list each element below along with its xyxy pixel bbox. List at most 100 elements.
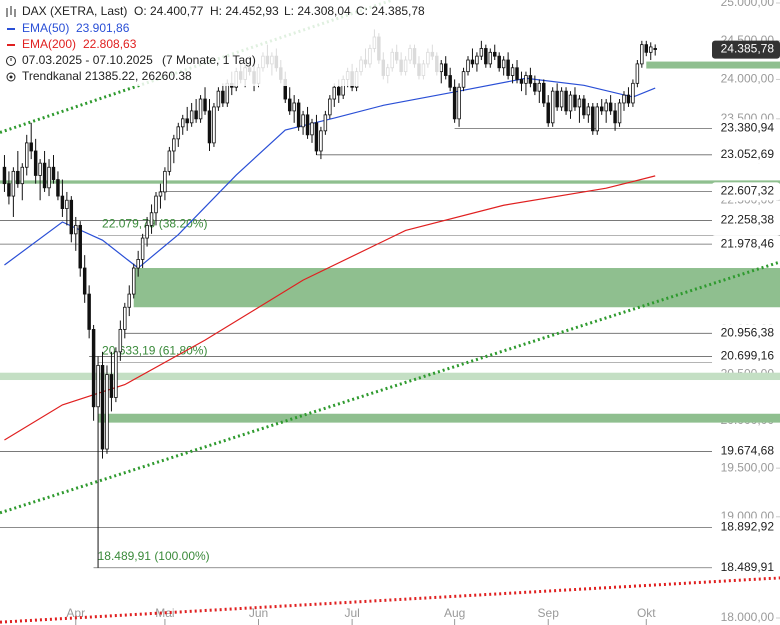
zone bbox=[0, 180, 780, 184]
candle-body bbox=[479, 48, 484, 57]
candle-body bbox=[114, 351, 118, 398]
candle-body bbox=[323, 114, 328, 132]
low: L: 24.308,04 bbox=[284, 4, 351, 18]
price-label: 23.380,94 bbox=[721, 121, 775, 135]
bars-icon bbox=[6, 6, 16, 17]
candle-body bbox=[653, 48, 657, 50]
close: C: 24.385,78 bbox=[356, 4, 425, 18]
candle-body bbox=[96, 365, 100, 408]
price-label: 22.607,32 bbox=[721, 184, 775, 198]
candle-body bbox=[109, 374, 114, 398]
candle-body bbox=[599, 106, 604, 112]
candle-body bbox=[140, 237, 145, 260]
x-tick-label: Jul bbox=[344, 606, 359, 620]
candle-body bbox=[60, 195, 65, 209]
candle-body bbox=[7, 183, 11, 197]
clock-icon bbox=[6, 56, 16, 66]
candle-body bbox=[546, 102, 550, 124]
candle-body bbox=[501, 59, 506, 69]
candle-body bbox=[622, 94, 626, 104]
candle-body bbox=[65, 199, 69, 209]
candle-body bbox=[475, 55, 479, 65]
candle-body bbox=[533, 82, 537, 92]
y-tick-label: 25.000,00 bbox=[721, 0, 775, 9]
candle-body bbox=[131, 267, 136, 295]
candle-body bbox=[118, 329, 123, 353]
candle-body bbox=[296, 102, 301, 128]
candle-body bbox=[163, 170, 167, 193]
legend-value: 23.901,86 bbox=[76, 21, 130, 35]
candle-body bbox=[167, 150, 172, 172]
ema-line bbox=[4, 175, 656, 441]
candle-body bbox=[332, 86, 337, 100]
candle-body bbox=[69, 199, 74, 235]
candle-body bbox=[461, 71, 466, 88]
trendline bbox=[0, 260, 780, 515]
candle-body bbox=[225, 82, 230, 104]
last-price-box bbox=[712, 40, 780, 59]
candle-body bbox=[515, 67, 519, 80]
candle-body bbox=[582, 98, 586, 116]
candle-body bbox=[310, 122, 314, 136]
legend: DAX (XETRA, Last) O: 24.400,77 H: 24.452… bbox=[0, 0, 440, 86]
candle-body bbox=[314, 122, 319, 152]
price-box bbox=[712, 119, 780, 138]
candle-body bbox=[608, 102, 613, 112]
candle-body bbox=[207, 110, 212, 144]
zone bbox=[98, 413, 780, 423]
candle-body bbox=[497, 55, 501, 69]
price-label: 20.956,38 bbox=[721, 325, 775, 339]
candle-body bbox=[127, 293, 131, 308]
instrument: DAX (XETRA, Last) bbox=[22, 4, 127, 18]
candle-body bbox=[568, 94, 573, 112]
legend-label: EMA(50) bbox=[22, 21, 69, 35]
period-note: (7 Monate, 1 Tag) bbox=[162, 53, 256, 67]
candle-body bbox=[519, 79, 524, 84]
candle-body bbox=[189, 110, 194, 124]
candle-body bbox=[466, 59, 470, 73]
price-box bbox=[712, 235, 780, 254]
candle-body bbox=[56, 179, 60, 197]
candle-body bbox=[301, 114, 305, 128]
price-label: 18.489,91 bbox=[721, 560, 775, 574]
zone bbox=[646, 61, 780, 69]
candle-body bbox=[550, 90, 555, 124]
ema-line bbox=[4, 77, 656, 269]
candle-body bbox=[617, 102, 622, 124]
candle-body bbox=[591, 106, 595, 132]
high: H: 24.452,93 bbox=[210, 4, 279, 18]
candle-body bbox=[51, 166, 56, 180]
candle-body bbox=[78, 224, 82, 269]
candle-body bbox=[74, 224, 78, 235]
candle-body bbox=[555, 90, 559, 108]
channel-icon bbox=[6, 72, 16, 82]
candle-body bbox=[216, 90, 221, 108]
price-box bbox=[712, 145, 780, 164]
candle-body bbox=[198, 98, 203, 120]
candle-body bbox=[586, 106, 591, 116]
channel-icon-dot bbox=[9, 75, 13, 79]
candle-body bbox=[443, 63, 448, 76]
candle-body bbox=[203, 98, 207, 112]
candle-body bbox=[185, 118, 189, 124]
trendline bbox=[0, 576, 780, 624]
x-tick-label: Sep bbox=[538, 606, 560, 620]
candle-body bbox=[149, 212, 154, 226]
candle-body bbox=[87, 293, 91, 330]
candle-body bbox=[577, 98, 582, 108]
price-box bbox=[712, 518, 780, 537]
candle-body bbox=[640, 44, 644, 65]
fib-label: 18.489,91 (100.00%) bbox=[98, 549, 210, 563]
candle-body bbox=[644, 44, 649, 53]
period: 07.03.2025 - 07.10.2025 bbox=[22, 53, 153, 67]
y-tick-label: 24.000,00 bbox=[721, 72, 775, 86]
candle-body bbox=[91, 329, 96, 408]
candle-body bbox=[47, 166, 51, 189]
price-box bbox=[712, 211, 780, 230]
candle-body bbox=[11, 170, 16, 197]
candle-body bbox=[537, 82, 542, 92]
price-box bbox=[712, 558, 780, 577]
candle-body bbox=[38, 162, 42, 176]
legend-background bbox=[0, 0, 440, 86]
legend-label: EMA(200) bbox=[22, 37, 76, 51]
